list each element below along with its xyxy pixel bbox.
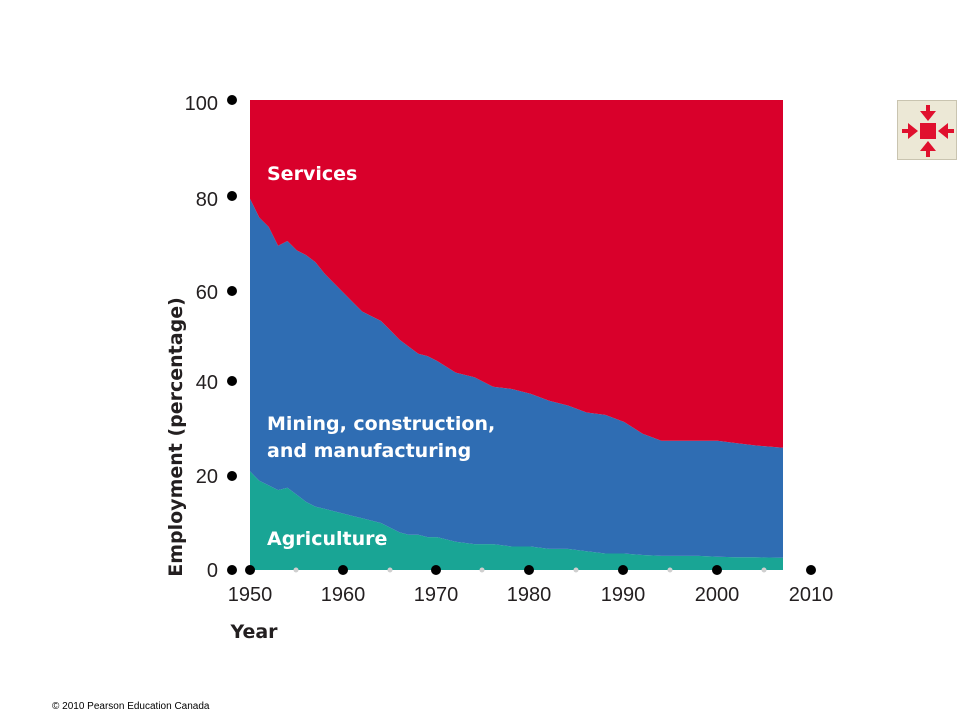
chart-areas <box>250 100 783 570</box>
x-tick-dot <box>806 565 816 575</box>
expand-button[interactable] <box>897 100 957 160</box>
y-tick-dot <box>227 376 237 386</box>
axis-tick-dots <box>227 95 816 575</box>
x-minor-tick-dot <box>387 567 393 573</box>
x-tick-label: 1980 <box>507 584 552 606</box>
y-tick-label: 0 <box>207 560 218 582</box>
x-tick-dot <box>338 565 348 575</box>
y-tick-label: 100 <box>185 93 218 115</box>
y-tick-label: 60 <box>196 282 218 304</box>
x-minor-tick-dot <box>667 567 673 573</box>
y-tick-dot <box>227 95 237 105</box>
y-tick-label: 40 <box>196 372 218 394</box>
area-agriculture <box>250 471 783 570</box>
y-tick-label: 20 <box>196 466 218 488</box>
expand-arrows-icon <box>902 105 954 157</box>
x-tick-label: 2010 <box>789 584 834 606</box>
x-minor-tick-dot <box>573 567 579 573</box>
y-tick-label: 80 <box>196 189 218 211</box>
area-label-mining-line1: Mining, construction, <box>267 413 495 435</box>
y-axis-title: Employment (percentage) <box>165 297 187 577</box>
y-tick-dot <box>227 565 237 575</box>
x-tick-label: 1960 <box>321 584 366 606</box>
x-minor-tick-dot <box>761 567 767 573</box>
copyright-text: © 2010 Pearson Education Canada <box>52 701 210 712</box>
x-tick-label: 1950 <box>228 584 273 606</box>
area-services <box>250 100 783 448</box>
y-tick-dot <box>227 286 237 296</box>
x-tick-dot <box>712 565 722 575</box>
y-tick-dot <box>227 191 237 201</box>
x-tick-dot <box>618 565 628 575</box>
area-label-agriculture: Agriculture <box>267 528 387 550</box>
x-tick-label: 1970 <box>414 584 459 606</box>
area-label-mining-line2: and manufacturing <box>267 440 471 462</box>
x-tick-label: 1990 <box>601 584 646 606</box>
x-axis-title: Year <box>229 621 278 643</box>
area-label-services: Services <box>267 163 357 185</box>
x-minor-tick-dot <box>293 567 299 573</box>
y-tick-dot <box>227 471 237 481</box>
x-minor-tick-dot <box>479 567 485 573</box>
x-tick-dot <box>431 565 441 575</box>
area-mining-construction-and-manufacturing <box>250 198 783 558</box>
x-tick-label: 2000 <box>695 584 740 606</box>
x-tick-dot <box>245 565 255 575</box>
x-tick-dot <box>524 565 534 575</box>
